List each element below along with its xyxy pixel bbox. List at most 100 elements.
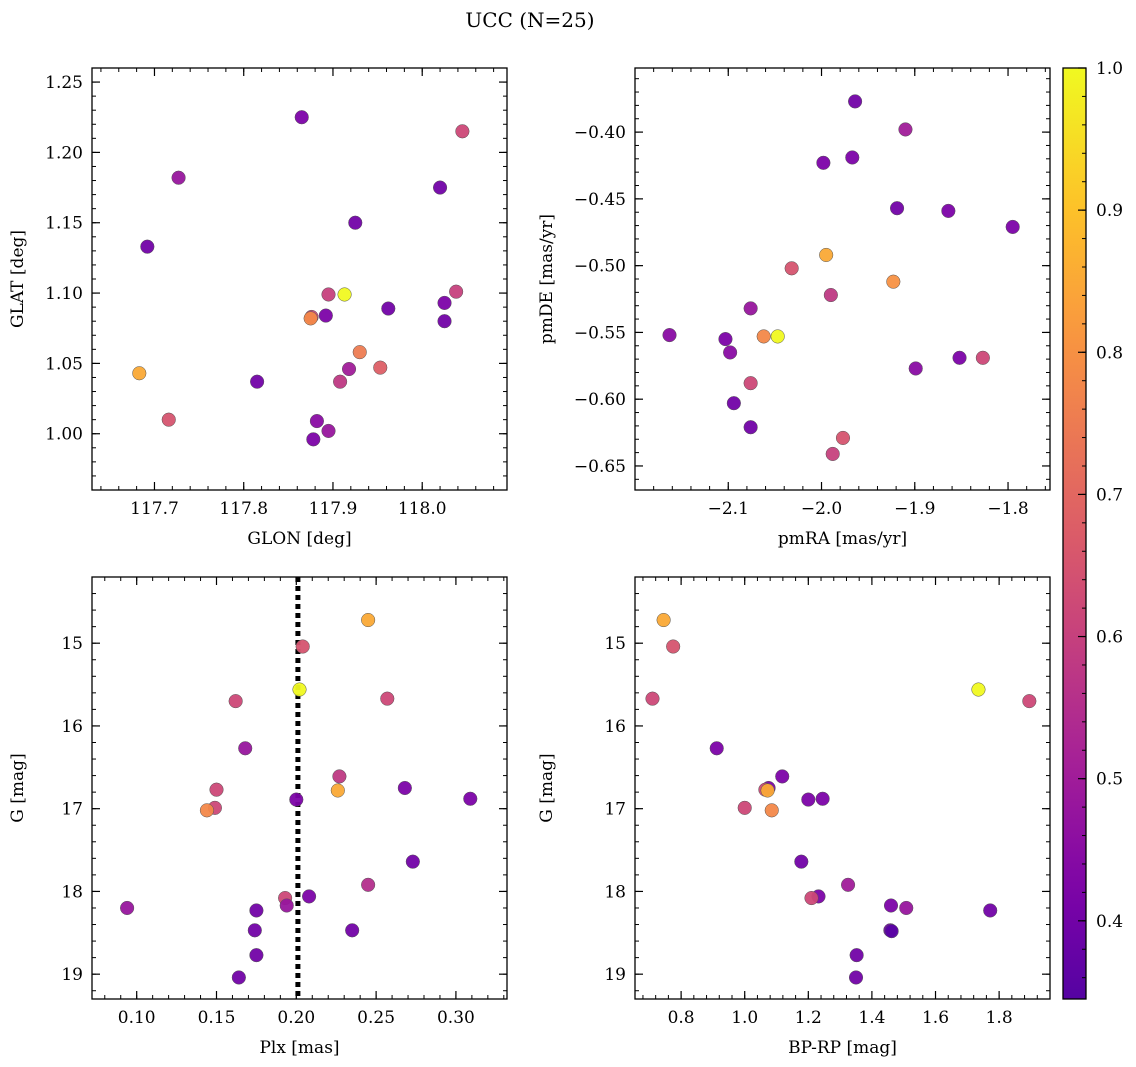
colorbar-tick-label: 0.7 — [1096, 485, 1123, 505]
x-tick-label: 1.4 — [858, 1008, 885, 1028]
x-tick-label: −2.1 — [708, 499, 749, 519]
scatter-point — [318, 308, 333, 323]
axes-frame — [91, 576, 508, 1000]
scatter-point — [341, 361, 357, 377]
scatter-points — [132, 110, 470, 447]
y-tick-label: 1.00 — [45, 425, 83, 445]
scatter-point — [361, 877, 376, 892]
scatter-points — [120, 612, 478, 985]
scatter-point — [770, 329, 785, 344]
scatter-point — [804, 891, 819, 906]
scatter-point — [645, 691, 660, 706]
scatter-point — [656, 612, 671, 628]
scatter-point — [825, 446, 840, 461]
y-tick-label: 1.15 — [45, 214, 83, 234]
scatter-point — [361, 612, 376, 628]
colorbar-tick-label: 0.6 — [1096, 628, 1123, 648]
scatter-point — [332, 769, 347, 784]
scatter-point — [238, 741, 253, 756]
scatter-point — [279, 898, 294, 913]
scatter-point — [161, 412, 176, 427]
subplot-3: 0.10 0.15 0.20 0.25 0.30 15 16 17 18 19 Plx [mas] G… — [8, 576, 508, 1058]
y-tick-label: −0.65 — [574, 457, 626, 477]
x-axis-label: Plx [mas] — [259, 1038, 339, 1058]
scatter-point — [975, 350, 990, 365]
scatter-point — [120, 900, 135, 916]
colorbar-tick-label: 0.5 — [1096, 770, 1123, 790]
scatter-point — [718, 332, 733, 347]
scatter-point — [306, 432, 321, 447]
scatter-point — [321, 423, 336, 438]
scatter-point — [373, 360, 388, 375]
subplot-panels: 117.7 117.8 117.9 118.01.001.051.101.151.20… — [8, 67, 1051, 1058]
x-axis-label: pmRA [mas/yr] — [778, 529, 907, 549]
scatter-point — [816, 155, 831, 170]
scatter-point — [899, 900, 914, 916]
y-axis-label: G [mag] — [8, 753, 28, 822]
scatter-point — [801, 792, 816, 807]
subplot-2: −2.1 −2.0 −1.9 −1.8 −0.65 −0.60 −0.55 −0.50 −0.4… — [537, 67, 1051, 549]
scatter-point — [815, 791, 830, 806]
scatter-point — [971, 682, 986, 697]
axes-frame — [91, 67, 508, 491]
colorbar-tick-label: 1.0 — [1096, 59, 1123, 79]
subplot-1: 117.7 117.8 117.9 118.0 1.00 1.05 1.10 1.15 1.20… — [8, 67, 508, 549]
scatter-point — [380, 691, 395, 706]
scatter-point — [983, 903, 998, 918]
scatter-point — [437, 295, 452, 310]
axes-frame — [634, 67, 1051, 491]
scatter-point — [455, 124, 470, 139]
colorbar-tick-label: 0.4 — [1096, 912, 1123, 932]
scatter-point — [835, 430, 851, 445]
scatter-point — [898, 122, 913, 137]
scatter-point — [352, 345, 367, 360]
y-tick-label: 17 — [61, 800, 83, 820]
y-tick-label: 1.05 — [45, 354, 83, 374]
scatter-point — [952, 350, 967, 365]
x-tick-label: 117.7 — [130, 499, 179, 519]
scatter-point — [249, 948, 264, 963]
x-tick-label: 0.10 — [118, 1008, 156, 1028]
scatter-point — [171, 170, 186, 185]
x-axis-label: GLON [deg] — [247, 529, 351, 549]
scatter-point — [1022, 694, 1037, 709]
scatter-point — [794, 854, 809, 869]
scatter-point — [819, 247, 834, 263]
scatter-point — [849, 948, 864, 963]
colorbar-gradient — [1063, 68, 1086, 999]
scatter-point — [294, 110, 309, 125]
scatter-point — [709, 741, 724, 756]
scatter-point — [743, 420, 758, 435]
scatter-point — [302, 889, 317, 904]
scatter-point — [743, 376, 758, 391]
scatter-point — [333, 374, 348, 389]
y-tick-label: 16 — [61, 717, 83, 737]
scatter-point — [760, 783, 775, 798]
scatter-point — [941, 203, 956, 218]
x-tick-label: 117.9 — [309, 499, 358, 519]
y-tick-label: 16 — [604, 717, 626, 737]
y-tick-label: 15 — [604, 634, 626, 654]
scatter-point — [1005, 219, 1020, 234]
y-tick-label: −0.60 — [574, 390, 626, 410]
scatter-point — [848, 970, 864, 985]
x-tick-label: 1.2 — [795, 1008, 822, 1028]
x-tick-label: 118.0 — [398, 499, 447, 519]
x-tick-label: 0.25 — [357, 1008, 395, 1028]
x-tick-label: 117.8 — [219, 499, 268, 519]
y-tick-label: 17 — [604, 800, 626, 820]
scatter-point — [743, 301, 758, 316]
scatter-point — [886, 274, 901, 289]
scatter-point — [449, 284, 464, 299]
x-tick-label: 0.30 — [437, 1008, 475, 1028]
scatter-point — [330, 783, 345, 798]
scatter-point — [337, 287, 352, 302]
scatter-point — [345, 923, 360, 938]
x-axis-label: BP-RP [mag] — [788, 1038, 897, 1058]
x-tick-label: 0.20 — [277, 1008, 315, 1028]
y-tick-label: −0.40 — [574, 123, 626, 143]
scatter-point — [309, 414, 324, 429]
scatter-points — [662, 94, 1020, 461]
scatter-point — [303, 311, 318, 326]
